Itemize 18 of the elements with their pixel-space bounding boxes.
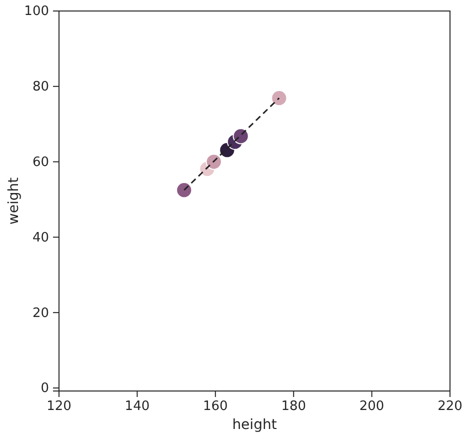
y-tick-label: 80 bbox=[32, 80, 49, 95]
point bbox=[206, 154, 222, 170]
x-tick-label: 180 bbox=[281, 399, 306, 414]
point bbox=[232, 128, 249, 144]
y-axis-title: weight bbox=[6, 176, 22, 225]
y-tick-label: 0 bbox=[40, 381, 49, 396]
y-tick-label: 60 bbox=[32, 154, 49, 170]
point bbox=[176, 182, 192, 198]
x-tick-label: 160 bbox=[202, 399, 228, 414]
y-tick-label: 20 bbox=[32, 306, 49, 321]
x-tick-label: 200 bbox=[359, 399, 384, 414]
point bbox=[271, 90, 288, 106]
x-tick-label: 220 bbox=[438, 399, 462, 414]
x-tick-label: 140 bbox=[124, 399, 150, 414]
y-tick-label: 100 bbox=[24, 4, 49, 20]
x-axis-title: height bbox=[232, 417, 278, 433]
x-tick-label: 120 bbox=[46, 399, 72, 414]
y-tick-label: 40 bbox=[32, 230, 49, 246]
